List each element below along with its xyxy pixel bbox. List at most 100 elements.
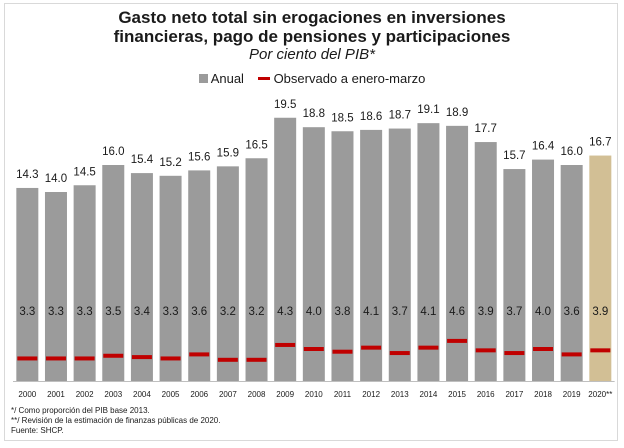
bar-2012: [360, 129, 383, 381]
quarter-label-2000: 3.3: [19, 306, 35, 318]
bar-2009: [274, 117, 297, 381]
tick-label-2003: 2003: [104, 390, 122, 399]
annual-label-2005: 15.2: [159, 157, 181, 169]
quarter-label-2018: 4.0: [535, 306, 551, 318]
tick-label-2008: 2008: [248, 390, 266, 399]
annual-label-2008: 16.5: [245, 139, 267, 151]
marker-2014: [418, 345, 439, 350]
marker-2001: [45, 356, 66, 361]
quarter-label-2010: 4.0: [306, 306, 322, 318]
quarter-label-2012: 4.1: [363, 306, 379, 318]
tick-label-2020**: 2020**: [588, 390, 612, 399]
quarter-label-2004: 3.4: [134, 306, 151, 318]
chart-title-line-1: Gasto neto total sin erogaciones en inve…: [118, 8, 506, 27]
tick-label-2016: 2016: [477, 390, 495, 399]
tick-label-2002: 2002: [76, 390, 94, 399]
quarter-label-2007: 3.2: [220, 306, 236, 318]
legend-swatch-anual: [198, 73, 208, 83]
quarter-label-2013: 3.7: [392, 306, 408, 318]
marker-2009: [275, 342, 296, 347]
marker-2016: [475, 348, 496, 353]
annual-label-2000: 14.3: [16, 169, 38, 181]
quarter-label-2001: 3.3: [48, 306, 64, 318]
marker-2011: [332, 349, 353, 354]
annual-label-2007: 15.9: [217, 147, 239, 159]
tick-label-2018: 2018: [534, 390, 552, 399]
bar-2006: [188, 170, 211, 381]
annual-label-2004: 15.4: [131, 154, 154, 166]
annual-label-2020**: 16.7: [589, 137, 611, 149]
bar-2011: [331, 131, 354, 381]
quarter-markers: [17, 338, 611, 362]
marker-2018: [533, 347, 554, 351]
annual-label-2002: 14.5: [73, 166, 95, 178]
marker-2020**: [590, 348, 611, 353]
marker-2005: [160, 356, 181, 361]
marker-2004: [131, 355, 152, 360]
quarter-label-2020**: 3.9: [592, 306, 608, 318]
tick-label-2019: 2019: [563, 390, 581, 399]
bar-2015: [446, 125, 469, 381]
footnote-1: */ Como proporción del PIB base 2013.: [11, 406, 150, 415]
annual-label-2014: 19.1: [417, 104, 439, 116]
chart-legend: Anual Observado a enero-marzo: [0, 70, 624, 87]
legend-label-observado: Observado a enero-marzo: [273, 70, 426, 86]
annual-label-2019: 16.0: [560, 146, 582, 158]
marker-2019: [561, 352, 582, 357]
annual-label-2011: 18.5: [331, 112, 353, 124]
tick-label-2001: 2001: [47, 390, 65, 399]
quarter-label-2006: 3.6: [191, 306, 207, 318]
tick-label-2000: 2000: [18, 390, 36, 399]
tick-label-2014: 2014: [420, 390, 438, 399]
annual-label-2009: 19.5: [274, 99, 296, 111]
annual-label-2016: 17.7: [475, 123, 497, 135]
bar-2019: [560, 165, 583, 381]
legend-item-observado: Observado a enero-marzo: [257, 70, 426, 87]
chart-frame: [4, 3, 618, 441]
annual-value-labels: 14.3 14.0 14.5 16.0 15.4 15.2 15.6 15.9 16.5 19.5…: [16, 99, 611, 185]
bar-2002: [73, 185, 96, 381]
marker-2010: [303, 347, 324, 351]
annual-label-2003: 16.0: [102, 146, 124, 158]
chart-subtitle: Por ciento del PIB*: [249, 46, 375, 63]
tick-label-2012: 2012: [362, 390, 380, 399]
quarter-label-2016: 3.9: [478, 306, 494, 318]
quarter-label-2005: 3.3: [163, 306, 179, 318]
quarter-label-2003: 3.5: [105, 306, 121, 318]
quarter-label-2014: 4.1: [420, 306, 436, 318]
bar-2016: [474, 142, 497, 381]
bar-2010: [302, 127, 325, 381]
bar-2018: [532, 159, 555, 381]
marker-2000: [17, 356, 38, 361]
legend-swatch-observado: [257, 76, 270, 80]
tick-label-2006: 2006: [190, 390, 208, 399]
quarter-value-labels: 3.3 3.3 3.3 3.5 3.4 3.3 3.6 3.2 3.2 4.3 4.0 3.8 4.1 3…: [19, 306, 608, 318]
bar-2001: [44, 192, 67, 381]
bar-2005: [159, 175, 182, 381]
annual-label-2017: 15.7: [503, 150, 525, 162]
bar-2017: [503, 169, 526, 381]
bar-2003: [102, 165, 125, 381]
quarter-label-2009: 4.3: [277, 306, 293, 318]
footnote-2: **/ Revisión de la estimación de finanza…: [11, 416, 221, 425]
marker-2003: [103, 353, 124, 358]
annual-label-2018: 16.4: [532, 141, 555, 153]
tick-label-2013: 2013: [391, 390, 409, 399]
quarter-label-2002: 3.3: [77, 306, 93, 318]
legend-item-anual: Anual: [198, 70, 244, 87]
quarter-label-2019: 3.6: [564, 306, 580, 318]
marker-2013: [389, 351, 410, 356]
annual-label-2001: 14.0: [45, 173, 67, 185]
marker-2012: [361, 345, 382, 350]
annual-label-2010: 18.8: [303, 108, 325, 120]
tick-label-2009: 2009: [276, 390, 294, 399]
bar-2020**: [589, 155, 612, 381]
legend-label-anual: Anual: [210, 70, 244, 86]
annual-label-2012: 18.6: [360, 111, 382, 123]
tick-label-2011: 2011: [334, 390, 352, 399]
quarter-label-2011: 3.8: [334, 306, 350, 318]
chart-title-line-2: financieras, pago de pensiones y partici…: [113, 27, 511, 46]
quarter-label-2008: 3.2: [249, 306, 265, 318]
bar-2008: [245, 158, 268, 381]
